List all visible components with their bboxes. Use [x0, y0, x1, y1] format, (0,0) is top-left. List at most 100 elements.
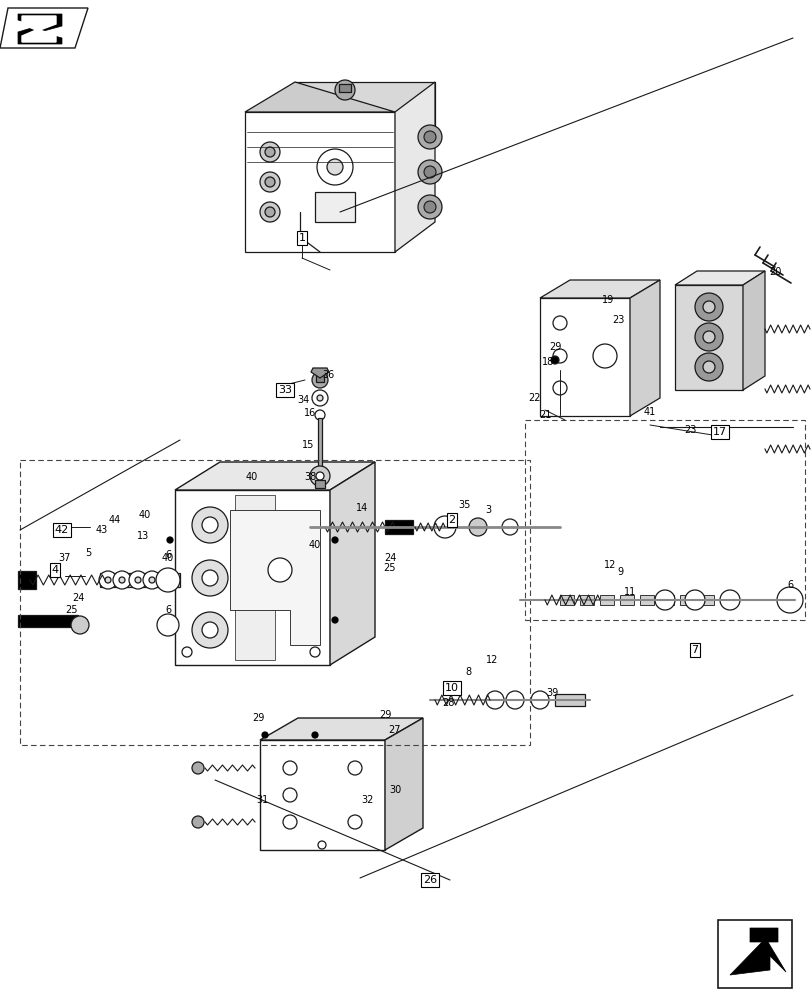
Bar: [679, 595, 693, 605]
Text: 23: 23: [611, 315, 624, 325]
Polygon shape: [260, 740, 384, 850]
Text: 29: 29: [548, 342, 560, 352]
Circle shape: [105, 577, 111, 583]
Text: 13: 13: [137, 531, 149, 541]
Polygon shape: [394, 82, 435, 252]
Text: 20: 20: [768, 267, 780, 277]
Text: 26: 26: [423, 875, 436, 885]
Circle shape: [311, 372, 328, 388]
Circle shape: [310, 466, 329, 486]
Circle shape: [530, 691, 548, 709]
Circle shape: [423, 166, 436, 178]
Polygon shape: [311, 368, 328, 378]
Text: 33: 33: [277, 385, 292, 395]
Text: 9: 9: [616, 567, 622, 577]
Text: 29: 29: [379, 710, 391, 720]
Circle shape: [264, 147, 275, 157]
Circle shape: [182, 647, 191, 657]
Text: 27: 27: [388, 725, 401, 735]
Text: 22: 22: [528, 393, 541, 403]
Circle shape: [315, 410, 324, 420]
Circle shape: [167, 537, 173, 543]
Text: 25: 25: [384, 563, 396, 573]
Text: 7: 7: [691, 645, 697, 655]
Circle shape: [332, 537, 337, 543]
Circle shape: [191, 762, 204, 774]
Polygon shape: [674, 271, 764, 285]
Polygon shape: [175, 490, 329, 665]
Polygon shape: [384, 718, 423, 850]
Circle shape: [423, 131, 436, 143]
Text: 40: 40: [246, 472, 258, 482]
Text: 6: 6: [165, 605, 171, 615]
Text: 21: 21: [539, 410, 551, 420]
Bar: [525, 420, 804, 620]
Circle shape: [283, 815, 297, 829]
Circle shape: [191, 612, 228, 648]
Circle shape: [191, 507, 228, 543]
Circle shape: [260, 202, 280, 222]
Circle shape: [202, 622, 217, 638]
Polygon shape: [742, 271, 764, 390]
Text: 1: 1: [298, 233, 305, 243]
Text: 30: 30: [388, 785, 401, 795]
Circle shape: [264, 207, 275, 217]
Circle shape: [191, 560, 228, 596]
Circle shape: [552, 381, 566, 395]
Polygon shape: [539, 298, 629, 416]
Polygon shape: [245, 82, 394, 112]
Text: 25: 25: [66, 605, 78, 615]
Circle shape: [119, 577, 125, 583]
Text: 29: 29: [251, 713, 264, 723]
Bar: [315, 370, 324, 382]
Polygon shape: [22, 16, 56, 42]
Circle shape: [264, 177, 275, 187]
Circle shape: [262, 732, 268, 738]
Bar: [699, 595, 713, 605]
Circle shape: [129, 571, 147, 589]
Circle shape: [316, 149, 353, 185]
Text: 24: 24: [384, 553, 396, 563]
Text: 43: 43: [96, 525, 108, 535]
Circle shape: [148, 577, 155, 583]
Text: 11: 11: [623, 587, 635, 597]
Circle shape: [694, 323, 722, 351]
Text: 32: 32: [362, 795, 374, 805]
Circle shape: [505, 691, 523, 709]
Text: 15: 15: [302, 440, 314, 450]
Circle shape: [694, 353, 722, 381]
Circle shape: [310, 647, 320, 657]
Circle shape: [552, 316, 566, 330]
Polygon shape: [230, 510, 320, 645]
Bar: [315, 480, 324, 488]
Text: 42: 42: [55, 525, 69, 535]
Bar: [560, 595, 573, 605]
Circle shape: [433, 516, 456, 538]
Circle shape: [694, 293, 722, 321]
Polygon shape: [294, 82, 435, 132]
Circle shape: [191, 816, 204, 828]
Text: 28: 28: [441, 698, 453, 708]
Circle shape: [316, 395, 323, 401]
Bar: [384, 520, 413, 534]
Polygon shape: [18, 14, 62, 44]
Polygon shape: [539, 280, 659, 298]
Circle shape: [260, 142, 280, 162]
Polygon shape: [260, 718, 423, 740]
Circle shape: [335, 80, 354, 100]
Bar: [18, 615, 78, 627]
Circle shape: [551, 356, 558, 364]
Circle shape: [348, 815, 362, 829]
Bar: [315, 192, 354, 222]
Circle shape: [260, 172, 280, 192]
Circle shape: [592, 344, 616, 368]
Text: 10: 10: [444, 683, 458, 693]
Bar: [20, 460, 530, 745]
Circle shape: [99, 571, 117, 589]
Text: 14: 14: [355, 503, 367, 513]
Polygon shape: [674, 285, 742, 390]
Polygon shape: [0, 8, 88, 48]
Circle shape: [315, 472, 324, 480]
Polygon shape: [175, 462, 375, 490]
Circle shape: [654, 590, 674, 610]
